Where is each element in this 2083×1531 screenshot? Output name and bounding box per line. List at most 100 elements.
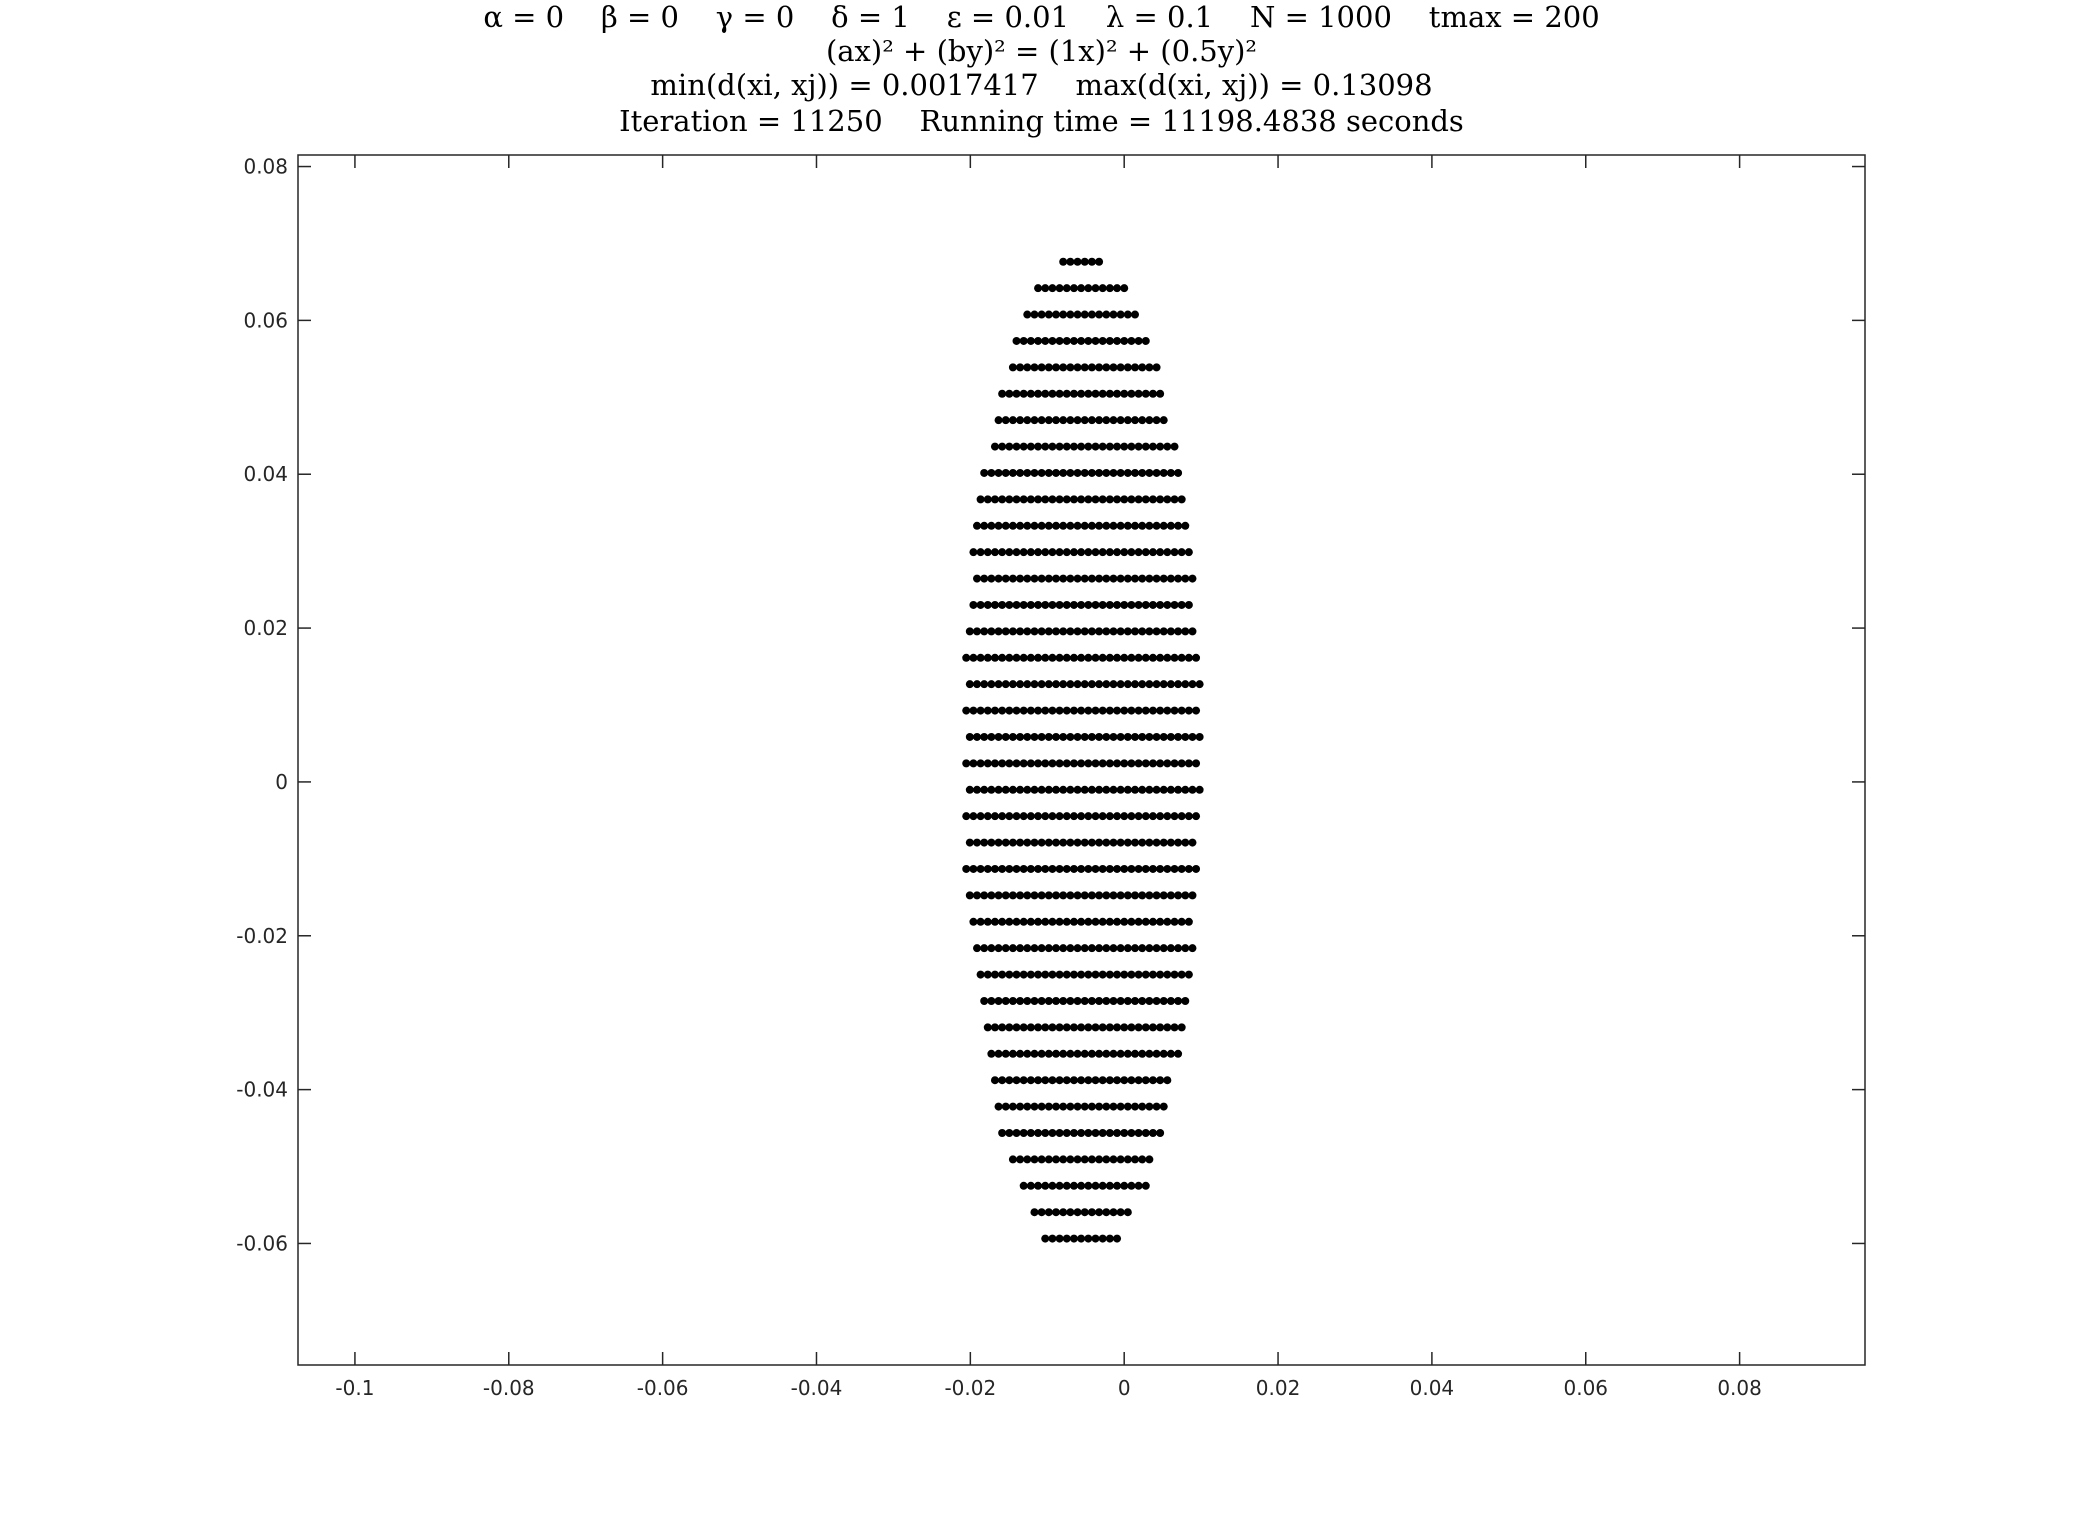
scatter-point: [1055, 706, 1064, 715]
scatter-point: [1177, 600, 1186, 609]
scatter-point: [1095, 257, 1104, 266]
scatter-point: [983, 970, 992, 979]
scatter-point: [983, 548, 992, 557]
scatter-point: [980, 785, 989, 794]
scatter-point: [1141, 1128, 1150, 1137]
scatter-point: [1120, 706, 1129, 715]
scatter-point: [1080, 574, 1089, 583]
scatter-point: [1062, 284, 1071, 293]
scatter-point: [1069, 1076, 1078, 1085]
axes-box: [297, 154, 1866, 1366]
scatter-point: [1016, 521, 1025, 530]
scatter-point: [1116, 310, 1125, 319]
scatter-point: [1023, 310, 1032, 319]
scatter-point: [1127, 970, 1136, 979]
scatter-point: [1120, 1181, 1129, 1190]
scatter-point: [1102, 574, 1111, 583]
scatter-point: [1095, 838, 1104, 847]
y-tick-label: 0: [275, 770, 288, 794]
scatter-point: [980, 574, 989, 583]
scatter-point: [1059, 680, 1068, 689]
scatter-point: [1141, 495, 1150, 504]
scatter-point: [1134, 759, 1143, 768]
scatter-point: [1055, 812, 1064, 821]
scatter-point: [1123, 1049, 1132, 1058]
scatter-point: [1170, 864, 1179, 873]
scatter-point: [1066, 732, 1075, 741]
scatter-point: [1030, 521, 1039, 530]
scatter-point: [1055, 442, 1064, 451]
y-tick-label: -0.06: [236, 1231, 288, 1255]
scatter-point: [1001, 785, 1010, 794]
scatter-point: [1005, 389, 1014, 398]
scatter-point: [1052, 732, 1061, 741]
scatter-point: [1041, 917, 1050, 926]
scatter-point: [1170, 548, 1179, 557]
scatter-point: [1109, 785, 1118, 794]
scatter-point: [990, 812, 999, 821]
scatter-point: [1037, 310, 1046, 319]
scatter-point: [1163, 495, 1172, 504]
scatter-point: [973, 521, 982, 530]
scatter-point: [990, 706, 999, 715]
scatter-point: [1034, 1076, 1043, 1085]
scatter-point: [1034, 1023, 1043, 1032]
scatter-point: [998, 759, 1007, 768]
scatter-point: [1109, 891, 1118, 900]
scatter-point: [1152, 574, 1161, 583]
scatter-point: [1095, 574, 1104, 583]
scatter-point: [1116, 838, 1125, 847]
scatter-point: [1073, 363, 1082, 372]
scatter-point: [1087, 627, 1096, 636]
scatter-point: [1041, 495, 1050, 504]
scatter-point: [1084, 1234, 1093, 1243]
scatter-point: [1131, 468, 1140, 477]
scatter-point: [1152, 521, 1161, 530]
scatter-point: [1174, 944, 1183, 953]
scatter-point: [1030, 996, 1039, 1005]
scatter-point: [1156, 970, 1165, 979]
scatter-point: [1091, 759, 1100, 768]
scatter-point: [1087, 257, 1096, 266]
scatter-point: [1116, 1049, 1125, 1058]
scatter-point: [1091, 495, 1100, 504]
scatter-point: [1166, 627, 1175, 636]
scatter-point: [1012, 600, 1021, 609]
scatter-point: [1087, 680, 1096, 689]
scatter-point: [1123, 944, 1132, 953]
scatter-point: [1016, 416, 1025, 425]
scatter-point: [987, 891, 996, 900]
scatter-point: [1087, 416, 1096, 425]
scatter-point: [1055, 600, 1064, 609]
scatter-point: [1116, 363, 1125, 372]
scatter-point: [1066, 785, 1075, 794]
scatter-point: [1001, 944, 1010, 953]
scatter-point: [1037, 1208, 1046, 1217]
scatter-point: [1156, 653, 1165, 662]
scatter-point: [1055, 1181, 1064, 1190]
scatter-point: [1113, 1128, 1122, 1137]
scatter-point: [1048, 1181, 1057, 1190]
scatter-point: [1034, 284, 1043, 293]
scatter-point: [1008, 838, 1017, 847]
scatter-point: [1077, 812, 1086, 821]
scatter-point: [980, 627, 989, 636]
scatter-point: [994, 468, 1003, 477]
scatter-point: [1069, 548, 1078, 557]
scatter-point: [1077, 284, 1086, 293]
scatter-point: [1073, 574, 1082, 583]
scatter-point: [1034, 600, 1043, 609]
scatter-point: [1166, 838, 1175, 847]
scatter-point: [1080, 363, 1089, 372]
scatter-point: [1052, 944, 1061, 953]
scatter-point: [1105, 495, 1114, 504]
scatter-point: [962, 864, 971, 873]
scatter-point: [1138, 838, 1147, 847]
scatter-point: [1069, 970, 1078, 979]
scatter-point: [1113, 495, 1122, 504]
scatter-point: [1163, 864, 1172, 873]
scatter-point: [973, 785, 982, 794]
scatter-point: [1059, 1102, 1068, 1111]
scatter-point: [1037, 521, 1046, 530]
scatter-point: [1113, 759, 1122, 768]
